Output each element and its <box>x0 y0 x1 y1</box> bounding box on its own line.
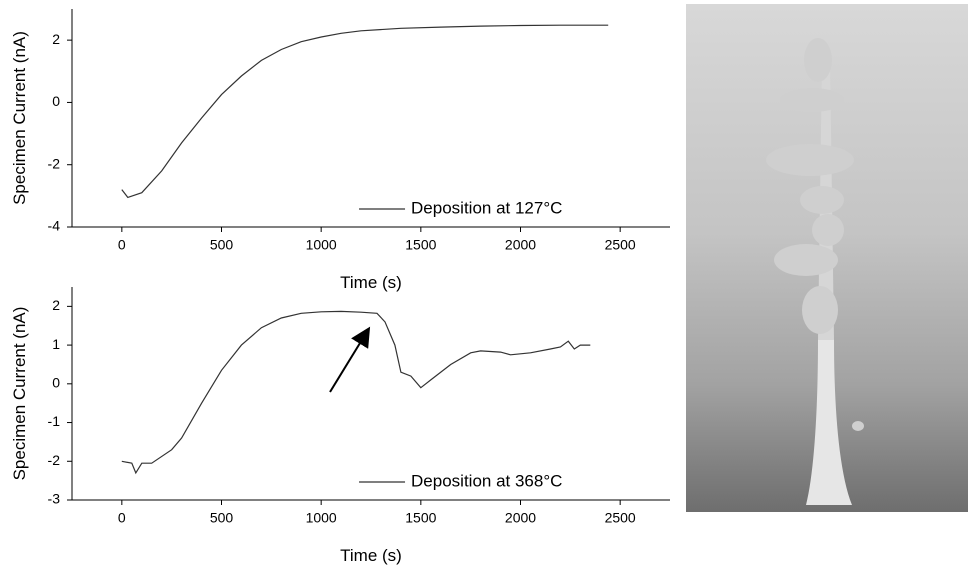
y-tick-label: 2 <box>52 31 60 47</box>
y-tick-label: 0 <box>52 93 60 109</box>
y-tick-label: -2 <box>48 452 61 468</box>
x-axis-label: Time (s) <box>340 546 402 565</box>
x-tick-label: 2500 <box>605 237 636 253</box>
x-tick-label: 0 <box>118 237 126 253</box>
x-tick-label: 1500 <box>405 237 436 253</box>
x-tick-label: 1000 <box>306 510 337 526</box>
y-tick-label: -4 <box>48 218 61 234</box>
y-tick-label: 0 <box>52 375 60 391</box>
y-axis-label: Specimen Current (nA) <box>10 31 29 205</box>
x-tick-label: 2000 <box>505 510 536 526</box>
x-tick-label: 500 <box>210 237 234 253</box>
y-tick-label: 2 <box>52 297 60 313</box>
x-tick-label: 500 <box>210 510 234 526</box>
x-axis-label: Time (s) <box>340 273 402 292</box>
legend-label: Deposition at 127°C <box>411 198 562 217</box>
sem-photo <box>686 4 968 512</box>
y-axis-label: Specimen Current (nA) <box>10 307 29 481</box>
y-tick-label: -1 <box>48 413 61 429</box>
y-tick-label: 1 <box>52 336 60 352</box>
x-tick-label: 1500 <box>405 510 436 526</box>
y-tick-label: -2 <box>48 155 61 171</box>
x-tick-label: 1000 <box>306 237 337 253</box>
x-tick-label: 2000 <box>505 237 536 253</box>
data-line <box>121 24 609 199</box>
y-tick-label: -3 <box>48 491 61 507</box>
x-tick-label: 0 <box>118 510 126 526</box>
legend-label: Deposition at 368°C <box>411 471 562 490</box>
arrow <box>329 326 371 393</box>
x-tick-label: 2500 <box>605 510 636 526</box>
data-line <box>121 310 591 475</box>
